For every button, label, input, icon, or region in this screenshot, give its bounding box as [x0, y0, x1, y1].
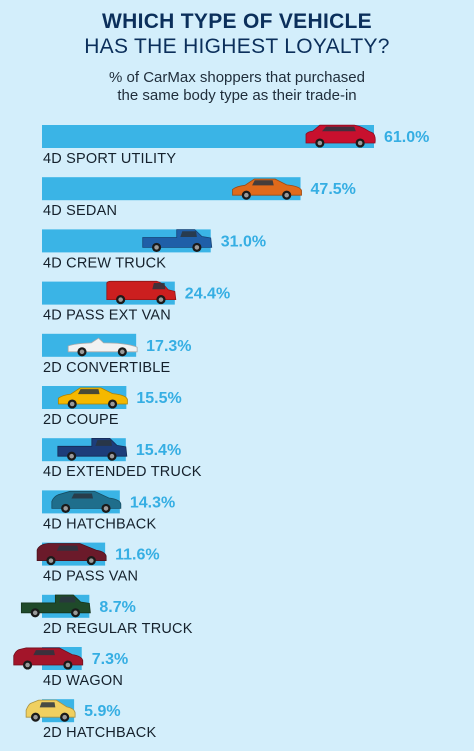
category-label: 2D HATCHBACK: [43, 725, 156, 741]
category-label: 4D SPORT UTILITY: [43, 151, 176, 167]
chart-title-line1: WHICH TYPE OF VEHICLE: [102, 10, 372, 33]
category-label: 2D REGULAR TRUCK: [43, 621, 193, 637]
category-label: 4D WAGON: [43, 673, 123, 689]
category-label: 2D CONVERTIBLE: [43, 360, 171, 376]
value-label: 15.4%: [136, 442, 181, 459]
value-label: 11.6%: [115, 547, 159, 564]
minivan-icon: [36, 543, 107, 566]
value-label: 61.0%: [384, 129, 429, 146]
value-label: 47.5%: [311, 181, 356, 198]
crew-truck-icon: [142, 229, 213, 252]
coupe-icon: [57, 387, 128, 409]
sedan-icon: [232, 178, 302, 200]
chart-subtitle-line1: % of CarMax shoppers that purchased: [109, 69, 365, 86]
value-label: 15.5%: [136, 390, 181, 407]
category-label: 4D PASS EXT VAN: [43, 308, 171, 324]
cargo-van-icon: [106, 280, 177, 305]
suv-icon: [305, 124, 376, 148]
chart-subtitle-line2: the same body type as their trade-in: [117, 87, 357, 104]
category-label: 4D EXTENDED TRUCK: [43, 464, 202, 480]
value-label: 5.9%: [84, 703, 120, 720]
regular-truck-icon: [20, 594, 91, 618]
value-label: 17.3%: [146, 338, 191, 355]
value-label: 24.4%: [185, 286, 230, 303]
value-label: 31.0%: [221, 233, 266, 250]
bar-1: [42, 125, 374, 148]
wagon-icon: [13, 647, 84, 670]
category-label: 4D PASS VAN: [43, 569, 138, 585]
chart-title-line2: HAS THE HIGHEST LOYALTY?: [84, 35, 390, 58]
value-label: 8.7%: [99, 599, 135, 616]
category-label: 4D HATCHBACK: [43, 516, 156, 532]
convertible-icon: [67, 337, 138, 357]
small-hatchback-icon: [25, 699, 76, 722]
value-label: 7.3%: [92, 651, 128, 668]
value-label: 14.3%: [130, 494, 175, 511]
extended-truck-icon: [57, 438, 128, 461]
hatchback-icon: [51, 490, 122, 513]
category-label: 4D SEDAN: [43, 203, 117, 219]
category-label: 4D CREW TRUCK: [43, 255, 166, 271]
category-label: 2D COUPE: [43, 412, 119, 428]
